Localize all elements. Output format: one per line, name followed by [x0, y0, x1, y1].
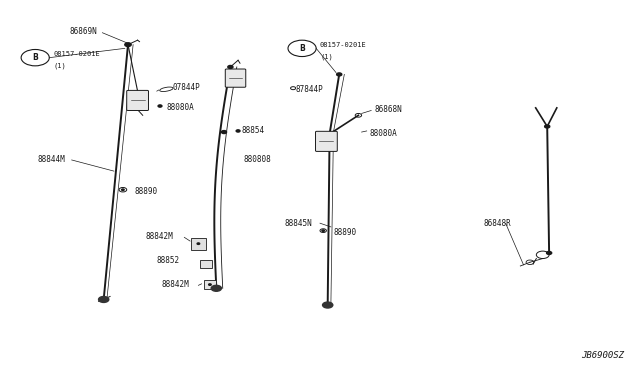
FancyBboxPatch shape: [316, 131, 337, 151]
Circle shape: [197, 243, 200, 244]
Text: 87844P: 87844P: [296, 85, 323, 94]
Text: B: B: [33, 53, 38, 62]
Circle shape: [322, 230, 324, 231]
Text: 880808: 880808: [243, 155, 271, 164]
Text: 88845N: 88845N: [285, 219, 312, 228]
Text: (1): (1): [320, 53, 333, 60]
Text: 07844P: 07844P: [173, 83, 200, 92]
Text: 86848R: 86848R: [483, 219, 511, 228]
Text: 88080A: 88080A: [370, 129, 397, 138]
Text: 88844M: 88844M: [37, 155, 65, 164]
FancyBboxPatch shape: [200, 260, 212, 268]
Circle shape: [99, 296, 109, 302]
Circle shape: [158, 105, 162, 107]
FancyBboxPatch shape: [204, 280, 216, 289]
Text: 88080A: 88080A: [166, 103, 194, 112]
Circle shape: [337, 73, 342, 76]
Text: JB6900SZ: JB6900SZ: [581, 351, 624, 360]
FancyBboxPatch shape: [225, 69, 246, 87]
Text: 08157-0201E: 08157-0201E: [53, 51, 100, 57]
Circle shape: [122, 189, 124, 190]
Circle shape: [323, 302, 333, 308]
Text: 88854: 88854: [242, 126, 265, 135]
Text: B: B: [300, 44, 305, 53]
Circle shape: [209, 284, 211, 285]
Text: (1): (1): [53, 62, 66, 69]
FancyBboxPatch shape: [127, 90, 148, 110]
FancyBboxPatch shape: [191, 238, 206, 250]
Text: 88842M: 88842M: [146, 232, 173, 241]
Circle shape: [547, 251, 552, 254]
Circle shape: [221, 131, 227, 134]
Text: 08157-0201E: 08157-0201E: [320, 42, 367, 48]
Circle shape: [228, 65, 233, 68]
Circle shape: [211, 285, 221, 291]
Text: 88890: 88890: [134, 187, 157, 196]
Text: 88852: 88852: [157, 256, 180, 265]
Text: 88890: 88890: [333, 228, 356, 237]
Text: 88842M: 88842M: [161, 280, 189, 289]
Circle shape: [545, 125, 550, 128]
Circle shape: [125, 43, 131, 46]
Text: 86869N: 86869N: [69, 27, 97, 36]
Circle shape: [236, 130, 240, 132]
Text: 86868N: 86868N: [374, 105, 402, 114]
